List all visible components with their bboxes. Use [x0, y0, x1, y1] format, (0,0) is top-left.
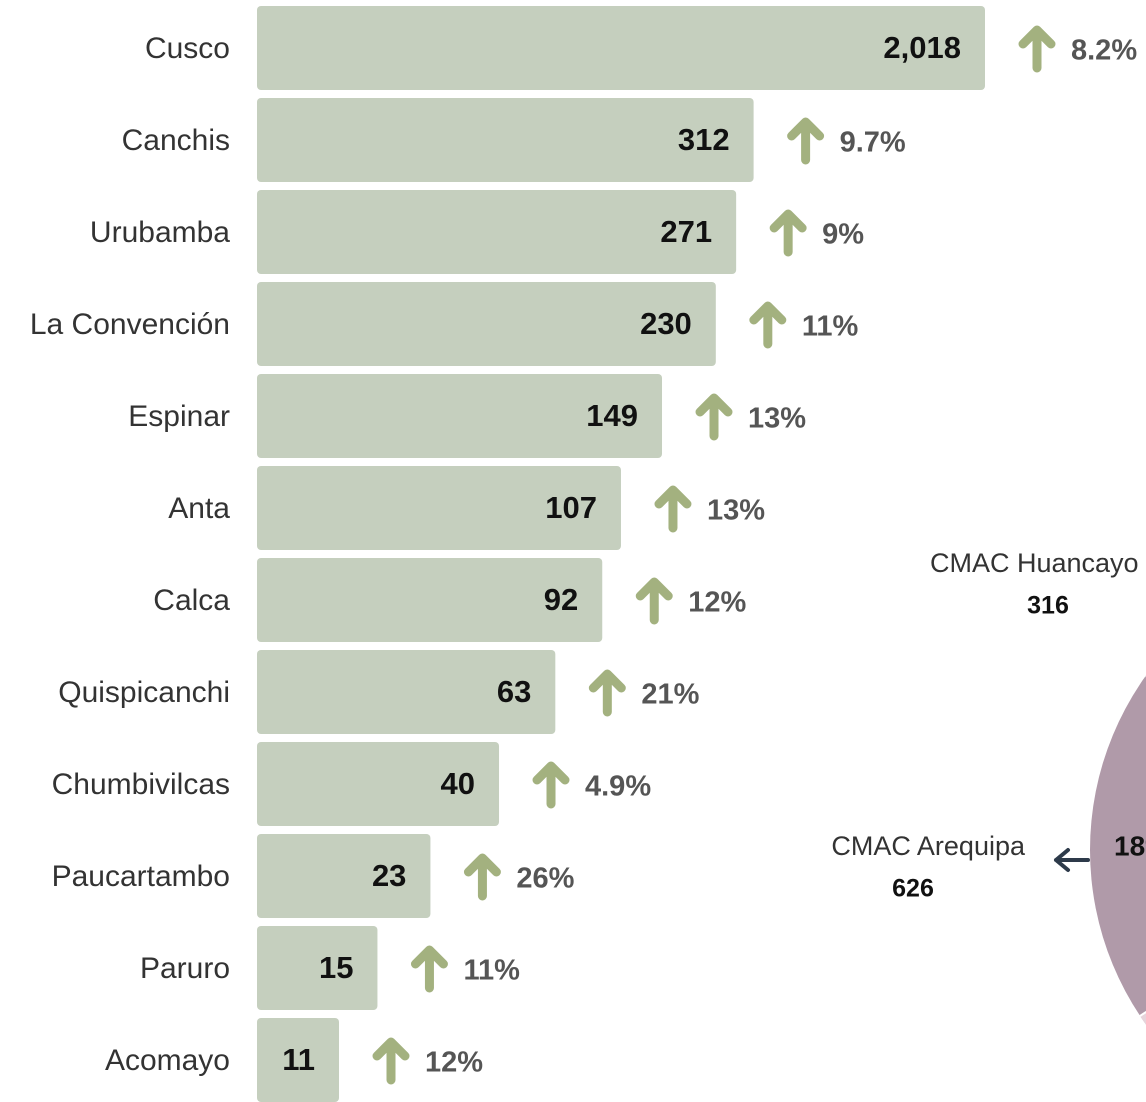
arrow-shape: [532, 761, 570, 809]
change-arrow: [769, 209, 807, 257]
slice-value: 626: [892, 875, 934, 903]
change-arrow: [532, 761, 570, 809]
arrow-shape: [769, 209, 807, 257]
bar: [257, 6, 985, 90]
arrow-shape: [1018, 25, 1056, 73]
change-label: 4.9%: [585, 771, 651, 803]
bar: [257, 98, 754, 182]
value-label: 11: [282, 1042, 315, 1077]
change-label: 13%: [707, 495, 765, 527]
bar: [257, 650, 556, 734]
change-label: 12%: [425, 1047, 483, 1079]
slice-value: 316: [1027, 592, 1069, 620]
change-arrow: [463, 853, 501, 901]
category-label: Paucartambo: [52, 860, 230, 893]
slice-share: 18%: [1114, 830, 1146, 861]
category-label: Anta: [168, 492, 230, 525]
arrow-shape: [463, 853, 501, 901]
value-label: 40: [441, 766, 475, 801]
arrow-shape: [635, 577, 673, 625]
pie-body: [1090, 675, 1146, 1025]
change-arrow: [588, 669, 626, 717]
pie: CMAC Huancayo 316 CMAC Arequipa 626 18%: [831, 548, 1146, 1025]
value-label: 2,018: [883, 30, 961, 65]
value-label: 63: [497, 674, 531, 709]
change-label: 21%: [641, 679, 699, 711]
value-label: 271: [660, 214, 712, 249]
change-arrow: [654, 485, 692, 533]
value-label: 149: [586, 398, 638, 433]
category-label: Acomayo: [105, 1044, 230, 1077]
category-label: Calca: [153, 584, 230, 617]
arrow-shape: [588, 669, 626, 717]
change-label: 9.7%: [840, 127, 906, 159]
bar: [257, 1018, 339, 1102]
bar: [257, 466, 621, 550]
category-label: Quispicanchi: [58, 676, 230, 709]
category-label: Cusco: [145, 32, 230, 65]
category-label: Paruro: [140, 952, 230, 985]
value-label: 23: [372, 858, 406, 893]
bar: [257, 926, 378, 1010]
category-label: Chumbivilcas: [52, 768, 230, 801]
category-label: Espinar: [128, 400, 230, 433]
change-arrow: [410, 945, 448, 993]
value-label: 15: [319, 950, 353, 985]
change-arrow: [749, 301, 787, 349]
change-arrow: [635, 577, 673, 625]
bar: [257, 374, 663, 458]
arrow-shape: [695, 393, 733, 441]
change-label: 8.2%: [1071, 35, 1137, 67]
arrow-shape: [372, 1037, 410, 1085]
change-label: 11%: [802, 311, 859, 343]
bar: [257, 558, 603, 642]
bar: [257, 190, 737, 274]
arrow-shape: [787, 117, 825, 165]
change-label: 11%: [463, 955, 520, 987]
value-label: 107: [545, 490, 597, 525]
bar: [257, 282, 716, 366]
change-label: 12%: [688, 587, 746, 619]
bar: [257, 742, 500, 826]
category-label: Urubamba: [90, 216, 230, 249]
value-label: 230: [640, 306, 692, 341]
bar: [257, 834, 431, 918]
arrow-shape: [654, 485, 692, 533]
slice-name: CMAC Arequipa: [831, 831, 1026, 861]
change-arrow: [1018, 25, 1056, 73]
value-label: 312: [678, 122, 730, 157]
change-label: 26%: [516, 863, 574, 895]
category-label: La Convención: [30, 308, 230, 341]
change-arrow: [695, 393, 733, 441]
change-label: 13%: [748, 403, 806, 435]
category-label: Canchis: [122, 124, 230, 157]
pointer-arrow: [1054, 848, 1090, 872]
slice-name: CMAC Huancayo: [930, 548, 1139, 578]
arrow-shape: [749, 301, 787, 349]
value-label: 92: [544, 582, 578, 617]
change-label: 9%: [822, 219, 864, 251]
change-arrow: [372, 1037, 410, 1085]
arrow-shape: [410, 945, 448, 993]
change-arrow: [787, 117, 825, 165]
